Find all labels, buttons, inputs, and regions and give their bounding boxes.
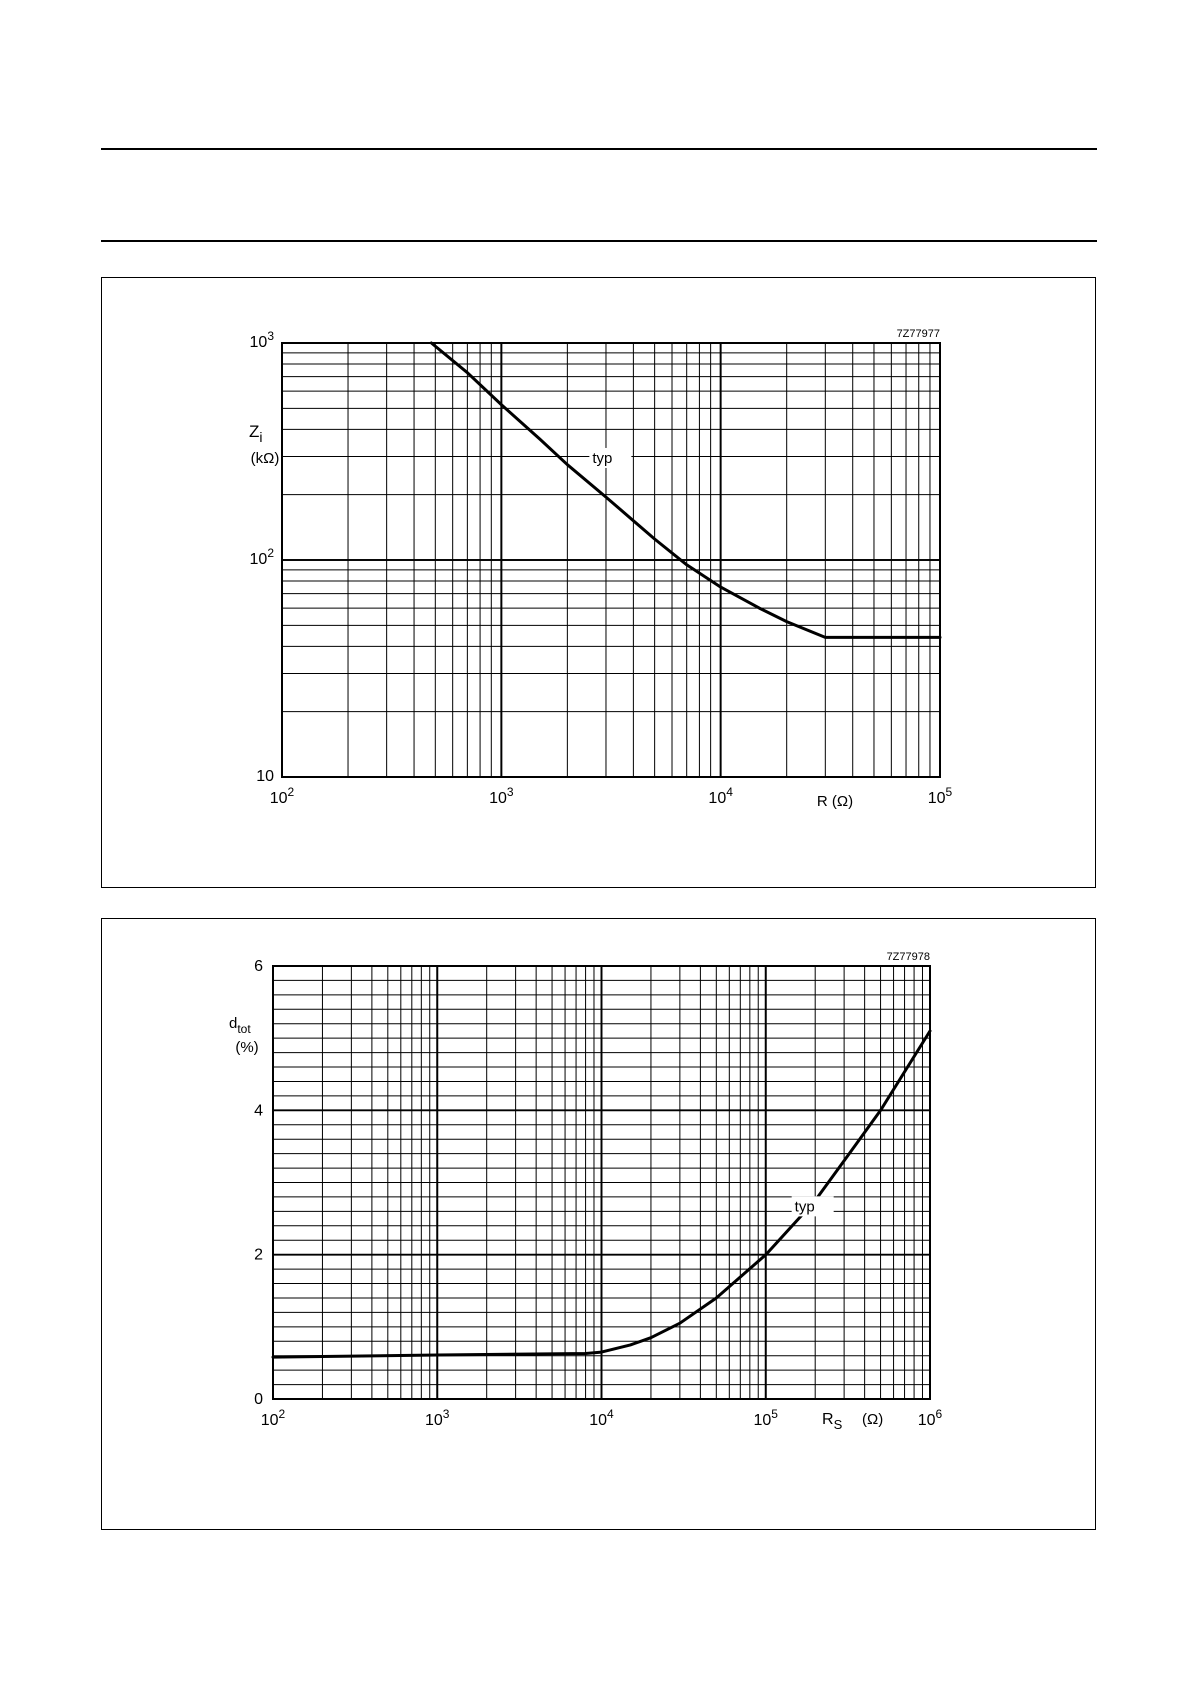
- x-tick-label: 104: [708, 785, 733, 807]
- annotation-bg: [791, 1196, 834, 1217]
- y-tick-label: 4: [254, 1102, 263, 1119]
- y-tick-label: 6: [254, 958, 263, 975]
- header-rule-bottom: [101, 240, 1097, 242]
- x-axis-label: R (Ω): [817, 793, 853, 810]
- y-axis-unit: (kΩ): [251, 450, 280, 467]
- x-tick-label: 102: [270, 785, 295, 807]
- series-line-typ: [429, 341, 942, 639]
- x-tick-label: 104: [589, 1407, 614, 1429]
- chart-code-label: 7Z77978: [887, 951, 930, 963]
- annotation-label-typ: typ: [795, 1198, 815, 1215]
- annotation-bg: [589, 447, 632, 468]
- y-tick-label: 0: [254, 1391, 263, 1408]
- y-tick-label: 2: [254, 1247, 263, 1264]
- x-tick-label: 106: [918, 1407, 943, 1429]
- x-tick-label: 105: [928, 785, 953, 807]
- x-tick-label: 105: [754, 1407, 779, 1429]
- y-tick-label: 10: [256, 768, 274, 785]
- series-line-typ: [271, 1029, 932, 1359]
- plot-frame: [272, 965, 931, 1400]
- y-axis-label: Zi: [249, 422, 263, 445]
- x-tick-label: 103: [489, 785, 514, 807]
- chart-2: typ 102 103 104 105 106 0 2 4 6 7Z77978 dtot (%) RS (Ω…: [229, 951, 943, 1432]
- y-axis-unit: (%): [235, 1039, 258, 1056]
- chart-code-label: 7Z77977: [897, 328, 940, 340]
- y-tick-label: 102: [250, 546, 275, 568]
- x-tick-label: 103: [425, 1407, 450, 1429]
- x-axis-unit: (Ω): [862, 1411, 883, 1428]
- plot-frame: [281, 342, 941, 778]
- annotation-label-typ: typ: [592, 450, 612, 467]
- x-axis-label: RS: [822, 1411, 843, 1432]
- x-tick-label: 102: [261, 1407, 286, 1429]
- y-tick-label: 103: [250, 329, 275, 351]
- header-rule-top: [101, 148, 1097, 150]
- y-axis-label: dtot: [229, 1015, 251, 1036]
